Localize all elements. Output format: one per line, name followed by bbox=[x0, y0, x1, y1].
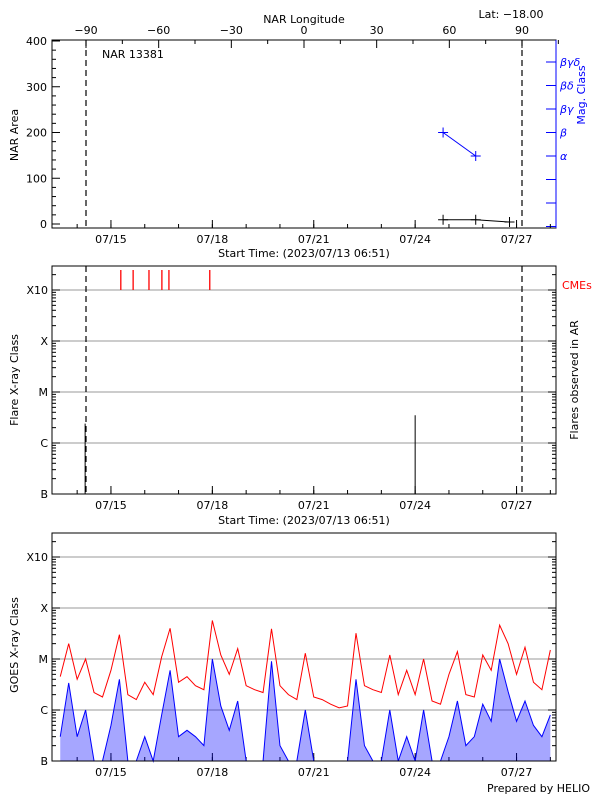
x-tick-label: 07/27 bbox=[501, 766, 533, 779]
panel-title: NAR 13381 bbox=[102, 48, 164, 61]
y-tick-label: 400 bbox=[26, 35, 47, 48]
y2-tick-label: β bbox=[559, 127, 567, 140]
top-tick-label: 30 bbox=[370, 24, 384, 37]
top-tick-label: 0 bbox=[301, 24, 308, 37]
area-point bbox=[438, 214, 449, 225]
x-tick-label: 07/24 bbox=[399, 766, 431, 779]
x-tick-label: 07/15 bbox=[95, 766, 127, 779]
plot-frame bbox=[51, 265, 557, 495]
y-tick-label: C bbox=[40, 437, 48, 450]
x-tick-label: 07/27 bbox=[501, 499, 533, 512]
y2-tick-label: α bbox=[560, 150, 568, 163]
x-axis-title: Start Time: (2023/07/13 06:51) bbox=[218, 247, 390, 260]
top-tick-label: −90 bbox=[74, 24, 97, 37]
y-axis-title: GOES X-ray Class bbox=[8, 597, 21, 693]
longitude-axis-title: NAR Longitude bbox=[263, 13, 345, 26]
area-point bbox=[470, 214, 481, 225]
mag-class-point bbox=[438, 127, 449, 138]
top-tick-label: −30 bbox=[220, 24, 243, 37]
goes-panel: GOES X-ray Class Prepared by HELIO B C M X X… bbox=[8, 532, 590, 795]
y-tick-label: 300 bbox=[26, 81, 47, 94]
y-axis-title: NAR Area bbox=[8, 109, 21, 161]
x-tick-label: 07/15 bbox=[95, 233, 127, 246]
y-tick-label: B bbox=[40, 755, 48, 768]
y2-tick-label: βδ bbox=[559, 80, 574, 93]
x-tick-label: 07/21 bbox=[298, 766, 330, 779]
x-axis-title: Start Time: (2023/07/13 06:51) bbox=[218, 514, 390, 527]
plot-frame bbox=[51, 532, 557, 762]
x-tick-label: 07/24 bbox=[399, 233, 431, 246]
cme-legend-label: CMEs bbox=[562, 279, 592, 292]
x-tick-label: 07/27 bbox=[501, 233, 533, 246]
top-tick-label: 90 bbox=[515, 24, 529, 37]
latitude-label: Lat: −18.00 bbox=[478, 8, 543, 21]
plot-frame bbox=[51, 39, 557, 229]
y2-axis-title: Flares observed in AR bbox=[568, 320, 581, 440]
y-tick-label: 100 bbox=[26, 172, 47, 185]
goes-short-channel-line bbox=[59, 620, 551, 709]
y-tick-label: X bbox=[40, 602, 48, 615]
x-tick-label: 07/21 bbox=[298, 499, 330, 512]
y2-tick-label: βγ bbox=[559, 103, 574, 116]
x-tick-label: 07/21 bbox=[298, 233, 330, 246]
x-tick-label: 07/18 bbox=[197, 766, 229, 779]
nar-area-panel: Lat: −18.00 NAR Longitude NAR 13381 NAR … bbox=[8, 8, 588, 260]
y-tick-label: M bbox=[39, 653, 49, 666]
y-axis-title: Flare X-ray Class bbox=[8, 334, 21, 426]
area-point bbox=[504, 217, 515, 227]
flare-panel: Flare X-ray Class Flares observed in AR … bbox=[8, 265, 592, 527]
footer-credit: Prepared by HELIO bbox=[487, 782, 590, 795]
y2-tick-label: βγδ bbox=[559, 56, 581, 69]
y-tick-label: C bbox=[40, 704, 48, 717]
y-tick-label: X bbox=[40, 335, 48, 348]
y-tick-label: 0 bbox=[40, 218, 47, 231]
top-tick-label: −60 bbox=[147, 24, 170, 37]
mag-class-line bbox=[442, 132, 477, 157]
x-tick-label: 07/18 bbox=[197, 499, 229, 512]
y-tick-label: X10 bbox=[26, 551, 48, 564]
mag-class-point bbox=[470, 151, 481, 161]
goes-long-channel-line bbox=[59, 658, 551, 763]
y-tick-label: M bbox=[39, 386, 49, 399]
y-tick-label: X10 bbox=[26, 284, 48, 297]
x-tick-label: 07/24 bbox=[399, 499, 431, 512]
y-tick-label: B bbox=[40, 488, 48, 501]
top-tick-label: 60 bbox=[442, 24, 456, 37]
y-tick-label: 200 bbox=[26, 127, 47, 140]
y2-axis-title: Mag. Class bbox=[575, 65, 588, 124]
x-tick-label: 07/18 bbox=[197, 233, 229, 246]
x-tick-label: 07/15 bbox=[95, 499, 127, 512]
